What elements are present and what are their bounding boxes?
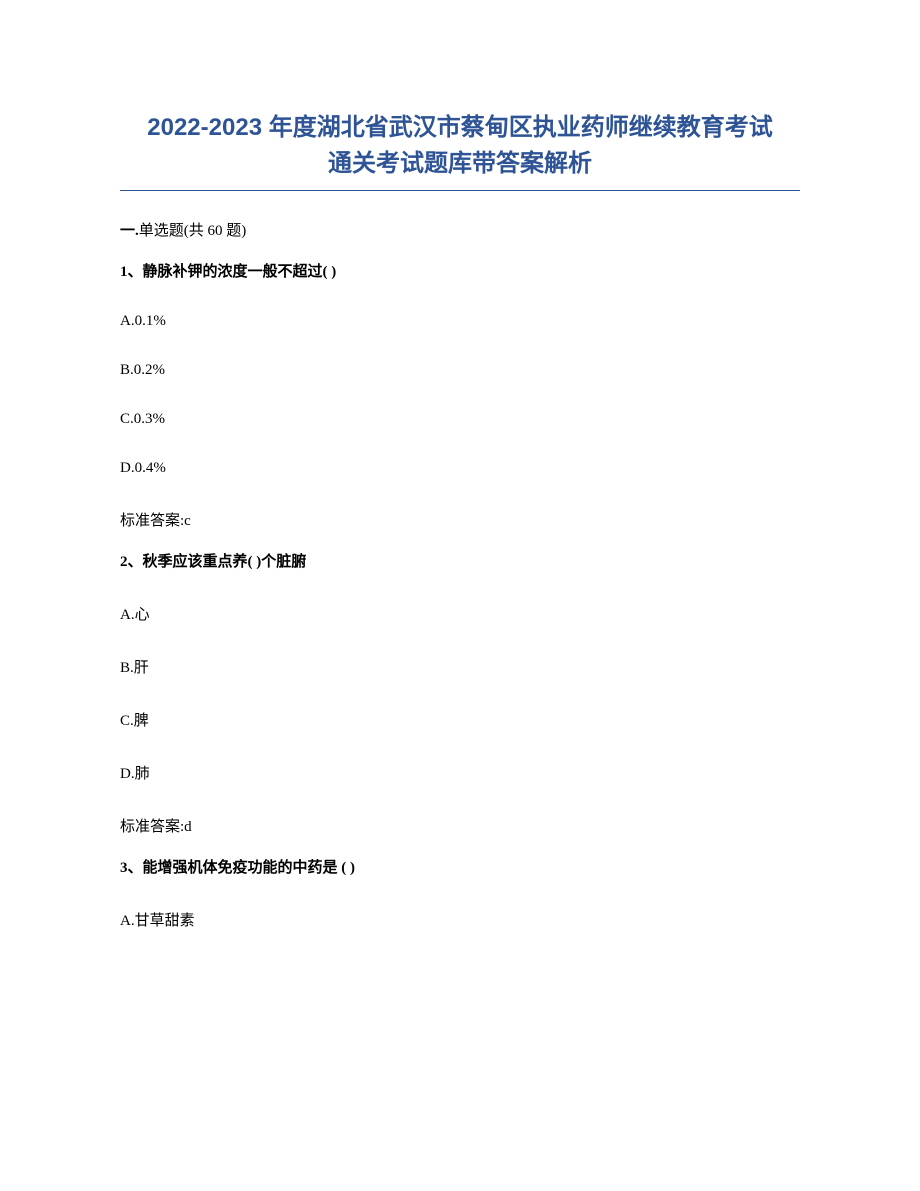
option-1a: A.0.1%: [120, 313, 800, 330]
answer-label: 标准答案:: [120, 819, 184, 835]
option-2b: B.肝: [120, 656, 800, 677]
option-3a: A.甘草甜素: [120, 909, 800, 930]
question-number: 3、: [120, 860, 143, 876]
section-prefix: 一.: [120, 223, 139, 239]
question-text: 静脉补钾的浓度一般不超过( ): [143, 264, 337, 280]
answer-1: 标准答案:c: [120, 509, 800, 530]
section-type: 单选题: [139, 223, 184, 239]
answer-value: d: [184, 819, 192, 835]
question-1: 1、静脉补钾的浓度一般不超过( ): [120, 260, 800, 281]
answer-label: 标准答案:: [120, 513, 184, 529]
option-1c: C.0.3%: [120, 411, 800, 428]
answer-2: 标准答案:d: [120, 815, 800, 836]
question-text: 能增强机体免疫功能的中药是 ( ): [143, 860, 356, 876]
option-2a: A.心: [120, 603, 800, 624]
option-1b: B.0.2%: [120, 362, 800, 379]
option-2c: C.脾: [120, 709, 800, 730]
title-underline: [120, 190, 800, 191]
question-3: 3、能增强机体免疫功能的中药是 ( ): [120, 856, 800, 877]
section-header: 一.单选题(共 60 题): [120, 219, 800, 240]
option-2d: D.肺: [120, 762, 800, 783]
option-1d: D.0.4%: [120, 460, 800, 477]
title-line-2: 通关考试题库带答案解析: [328, 150, 592, 177]
answer-value: c: [184, 513, 191, 529]
question-text: 秋季应该重点养( )个脏腑: [143, 554, 307, 570]
title-line-1: 2022-2023 年度湖北省武汉市蔡甸区执业药师继续教育考试: [147, 114, 772, 141]
question-number: 2、: [120, 554, 143, 570]
document-title: 2022-2023 年度湖北省武汉市蔡甸区执业药师继续教育考试 通关考试题库带答…: [120, 110, 800, 182]
section-count: (共 60 题): [184, 223, 247, 239]
question-2: 2、秋季应该重点养( )个脏腑: [120, 550, 800, 571]
question-number: 1、: [120, 264, 143, 280]
